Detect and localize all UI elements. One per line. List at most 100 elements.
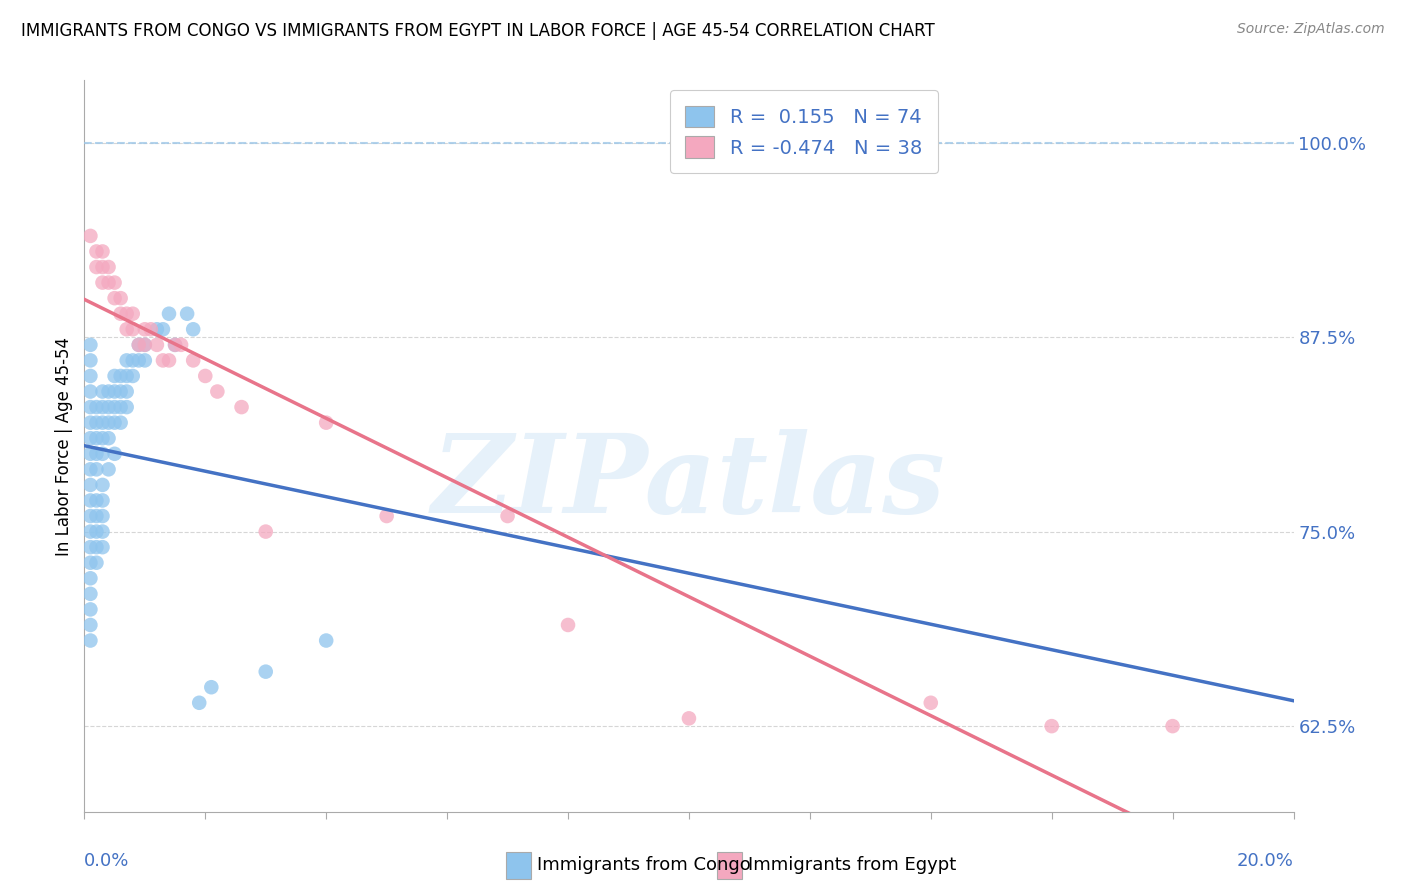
Point xyxy=(110,291,132,305)
Point xyxy=(315,416,337,430)
Point xyxy=(104,291,127,305)
Point xyxy=(91,509,114,524)
Point xyxy=(91,400,114,414)
Point xyxy=(79,618,101,632)
Point xyxy=(678,711,700,725)
Point xyxy=(86,556,108,570)
Point xyxy=(146,338,169,352)
Point xyxy=(104,416,127,430)
Point xyxy=(165,338,187,352)
Point xyxy=(121,353,143,368)
Point xyxy=(1040,719,1063,733)
Point xyxy=(91,260,114,274)
Y-axis label: In Labor Force | Age 45-54: In Labor Force | Age 45-54 xyxy=(55,336,73,556)
Point xyxy=(97,416,120,430)
Point xyxy=(134,338,156,352)
Point xyxy=(97,431,120,445)
Point xyxy=(157,307,180,321)
Point xyxy=(91,478,114,492)
Point xyxy=(110,416,132,430)
Point xyxy=(79,431,101,445)
Point xyxy=(188,696,211,710)
Point xyxy=(86,400,108,414)
Point xyxy=(115,368,138,383)
Point xyxy=(128,338,150,352)
Point xyxy=(110,400,132,414)
Point xyxy=(97,400,120,414)
Point xyxy=(86,540,108,554)
Point xyxy=(79,587,101,601)
Point xyxy=(181,353,204,368)
Point xyxy=(1161,719,1184,733)
Point xyxy=(315,633,337,648)
Point xyxy=(170,338,193,352)
Point xyxy=(121,368,143,383)
Point xyxy=(91,493,114,508)
Point xyxy=(86,260,108,274)
Point xyxy=(86,244,108,259)
Point xyxy=(79,384,101,399)
Point xyxy=(176,307,198,321)
Point xyxy=(115,322,138,336)
Point xyxy=(134,353,156,368)
Point xyxy=(104,368,127,383)
Point xyxy=(104,400,127,414)
Point xyxy=(86,447,108,461)
Point xyxy=(79,368,101,383)
Point xyxy=(97,462,120,476)
Point xyxy=(194,368,217,383)
Point xyxy=(86,493,108,508)
Point xyxy=(200,680,222,694)
Point xyxy=(115,353,138,368)
Point xyxy=(91,276,114,290)
Point xyxy=(91,540,114,554)
Point xyxy=(79,493,101,508)
Point xyxy=(121,322,143,336)
Point xyxy=(91,524,114,539)
Point xyxy=(79,228,101,243)
Point xyxy=(104,276,127,290)
Point xyxy=(104,447,127,461)
Point xyxy=(121,307,143,321)
Point xyxy=(134,338,156,352)
Point xyxy=(128,353,150,368)
Point xyxy=(375,509,398,524)
Point xyxy=(152,353,174,368)
Point xyxy=(79,353,101,368)
Point xyxy=(254,665,277,679)
Point xyxy=(110,368,132,383)
Point xyxy=(79,400,101,414)
Point xyxy=(79,462,101,476)
Point xyxy=(79,633,101,648)
Point xyxy=(97,276,120,290)
Point xyxy=(91,384,114,399)
Point xyxy=(79,416,101,430)
Point xyxy=(97,384,120,399)
Point xyxy=(79,338,101,352)
Point xyxy=(79,478,101,492)
Point xyxy=(207,384,229,399)
Point xyxy=(134,322,156,336)
Point xyxy=(86,431,108,445)
Point xyxy=(181,322,204,336)
Point xyxy=(79,602,101,616)
Point xyxy=(146,322,169,336)
Point xyxy=(254,524,277,539)
Point xyxy=(115,384,138,399)
Point xyxy=(115,307,138,321)
Point xyxy=(91,447,114,461)
Point xyxy=(91,244,114,259)
Point xyxy=(152,322,174,336)
Point xyxy=(496,509,519,524)
Point xyxy=(79,556,101,570)
Point xyxy=(97,260,120,274)
Point xyxy=(557,618,579,632)
Point xyxy=(165,338,187,352)
Point xyxy=(86,416,108,430)
Text: Immigrants from Congo: Immigrants from Congo xyxy=(537,856,751,874)
Point xyxy=(128,338,150,352)
Point xyxy=(79,540,101,554)
Text: ZIPatlas: ZIPatlas xyxy=(432,429,946,536)
Point xyxy=(79,524,101,539)
Legend: R =  0.155   N = 74, R = -0.474   N = 38: R = 0.155 N = 74, R = -0.474 N = 38 xyxy=(669,90,938,173)
